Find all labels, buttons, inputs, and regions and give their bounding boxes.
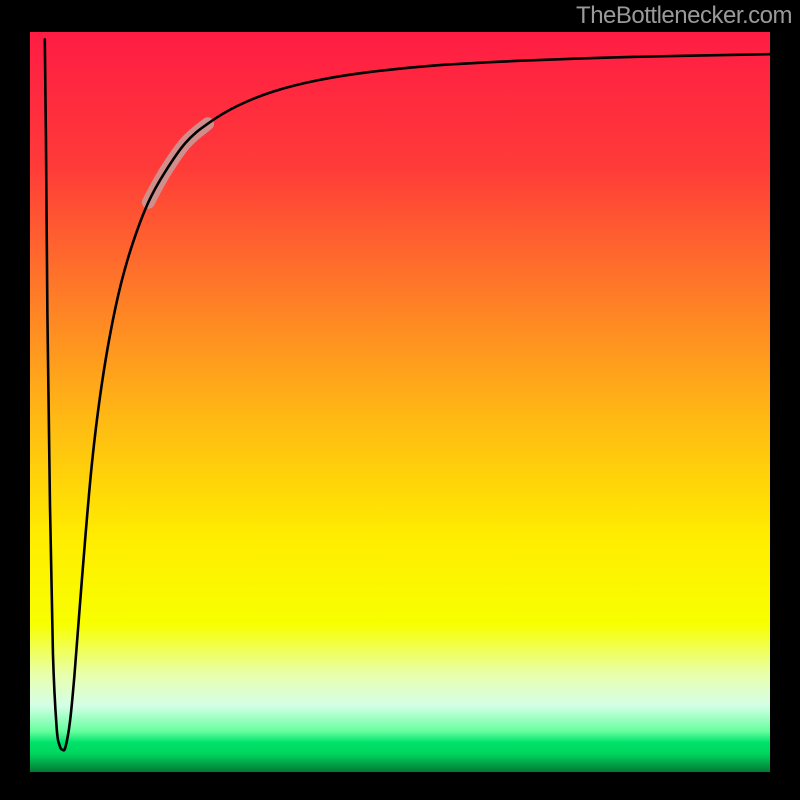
attribution-text: TheBottlenecker.com bbox=[576, 2, 792, 30]
gradient-background bbox=[30, 32, 770, 772]
plot-area bbox=[30, 32, 770, 772]
plot-svg bbox=[30, 32, 770, 772]
chart-root: TheBottlenecker.com bbox=[0, 0, 800, 800]
